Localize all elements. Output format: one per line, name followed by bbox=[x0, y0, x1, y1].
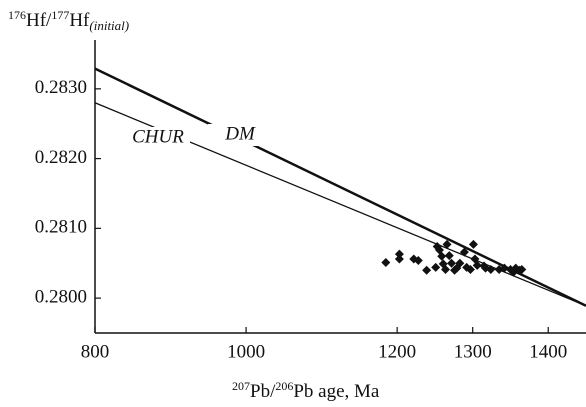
y-axis-title-part: Hf/ bbox=[26, 10, 52, 31]
x-axis-title-part: Pb age, Ma bbox=[293, 381, 380, 402]
data-point bbox=[442, 239, 452, 249]
x-tick-label: 800 bbox=[81, 341, 110, 362]
data-point bbox=[444, 251, 454, 261]
data-point bbox=[381, 258, 391, 268]
label-backdrop bbox=[126, 127, 190, 149]
x-axis-title-part: Pb/ bbox=[250, 381, 276, 402]
y-tick-label: 0.2800 bbox=[35, 286, 87, 307]
data-point bbox=[508, 267, 518, 277]
line-label: CHUR bbox=[132, 126, 184, 147]
y-axis-title: 176Hf/177Hf(initial) bbox=[8, 8, 129, 33]
y-axis-title-part: Hf bbox=[69, 10, 90, 31]
y-tick-label: 0.2810 bbox=[35, 217, 87, 238]
data-point bbox=[517, 265, 527, 275]
data-point bbox=[472, 260, 482, 270]
data-point bbox=[413, 255, 423, 265]
data-point bbox=[450, 265, 460, 275]
y-axis-title-part: 176 bbox=[8, 8, 26, 22]
x-tick-label: 1400 bbox=[529, 341, 567, 362]
data-point bbox=[447, 258, 457, 268]
data-point bbox=[499, 263, 509, 273]
x-tick-label: 1200 bbox=[378, 341, 416, 362]
label-backdrop bbox=[208, 124, 272, 146]
x-axis-title-part: 206 bbox=[275, 379, 293, 393]
line-label: DM bbox=[224, 123, 256, 144]
data-point bbox=[394, 254, 404, 264]
x-axis-title: 207Pb/206Pb age, Ma bbox=[232, 379, 380, 403]
data-point bbox=[437, 251, 447, 261]
data-point bbox=[422, 265, 432, 275]
x-tick-label: 1000 bbox=[227, 341, 265, 362]
y-axis-title-part: (initial) bbox=[89, 18, 129, 33]
data-point bbox=[455, 258, 465, 268]
y-tick-label: 0.2830 bbox=[35, 77, 87, 98]
x-tick-label: 1300 bbox=[454, 341, 492, 362]
data-point bbox=[440, 265, 450, 275]
data-point bbox=[486, 265, 496, 275]
data-point bbox=[459, 247, 469, 257]
x-axis-title-part: 207 bbox=[232, 379, 250, 393]
y-tick-label: 0.2820 bbox=[35, 147, 87, 168]
y-axis-title-part: 177 bbox=[51, 8, 69, 22]
data-point bbox=[465, 265, 475, 275]
data-point bbox=[468, 239, 478, 249]
data-point bbox=[394, 249, 404, 259]
data-point bbox=[431, 262, 441, 272]
